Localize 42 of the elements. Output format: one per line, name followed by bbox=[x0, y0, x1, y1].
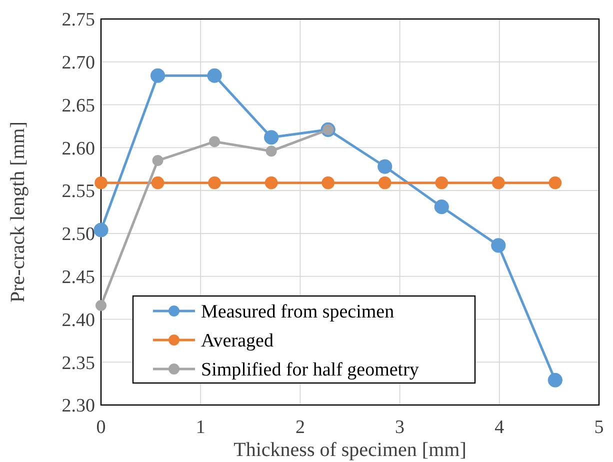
x-tick-label: 3 bbox=[395, 417, 405, 438]
point bbox=[96, 300, 106, 311]
point bbox=[548, 372, 562, 388]
point bbox=[208, 176, 221, 190]
y-tick-label: 2.75 bbox=[62, 10, 95, 31]
point bbox=[264, 176, 278, 190]
point bbox=[322, 176, 334, 190]
legend-label: Measured from specimen bbox=[201, 302, 395, 323]
point bbox=[548, 176, 562, 190]
y-tick-label: 2.30 bbox=[62, 396, 95, 417]
x-tick-label: 2 bbox=[295, 417, 305, 438]
point bbox=[207, 68, 222, 83]
point bbox=[94, 222, 108, 238]
point bbox=[492, 176, 505, 190]
point bbox=[378, 159, 392, 174]
x-axis-title: Thickness of specimen [mm] bbox=[234, 439, 466, 461]
point bbox=[264, 130, 279, 145]
y-axis-title: Pre-crack length [mm] bbox=[7, 121, 29, 303]
legend-label: Simplified for half geometry bbox=[201, 360, 420, 381]
point bbox=[378, 176, 392, 190]
y-tick-label: 2.60 bbox=[62, 138, 95, 160]
point bbox=[209, 136, 220, 148]
y-tick-label: 2.50 bbox=[62, 224, 95, 246]
x-tick-label: 4 bbox=[494, 417, 505, 438]
point bbox=[94, 176, 108, 190]
y-tick-label: 2.35 bbox=[62, 352, 95, 374]
point bbox=[491, 238, 506, 253]
legend-label: Averaged bbox=[201, 330, 274, 352]
point bbox=[150, 68, 166, 83]
point bbox=[266, 146, 277, 157]
point bbox=[435, 176, 448, 190]
point bbox=[152, 155, 164, 166]
y-tick-label: 2.55 bbox=[62, 181, 95, 202]
x-tick-label: 1 bbox=[196, 417, 206, 438]
y-tick-label: 2.65 bbox=[62, 95, 95, 116]
x-tick-label: 5 bbox=[594, 417, 604, 438]
y-tick-label: 2.70 bbox=[62, 52, 95, 74]
point bbox=[434, 200, 449, 214]
y-tick-label: 2.45 bbox=[62, 266, 95, 288]
point bbox=[151, 176, 164, 190]
x-tick-label: 0 bbox=[96, 417, 106, 438]
y-tick-label: 2.40 bbox=[62, 310, 95, 331]
